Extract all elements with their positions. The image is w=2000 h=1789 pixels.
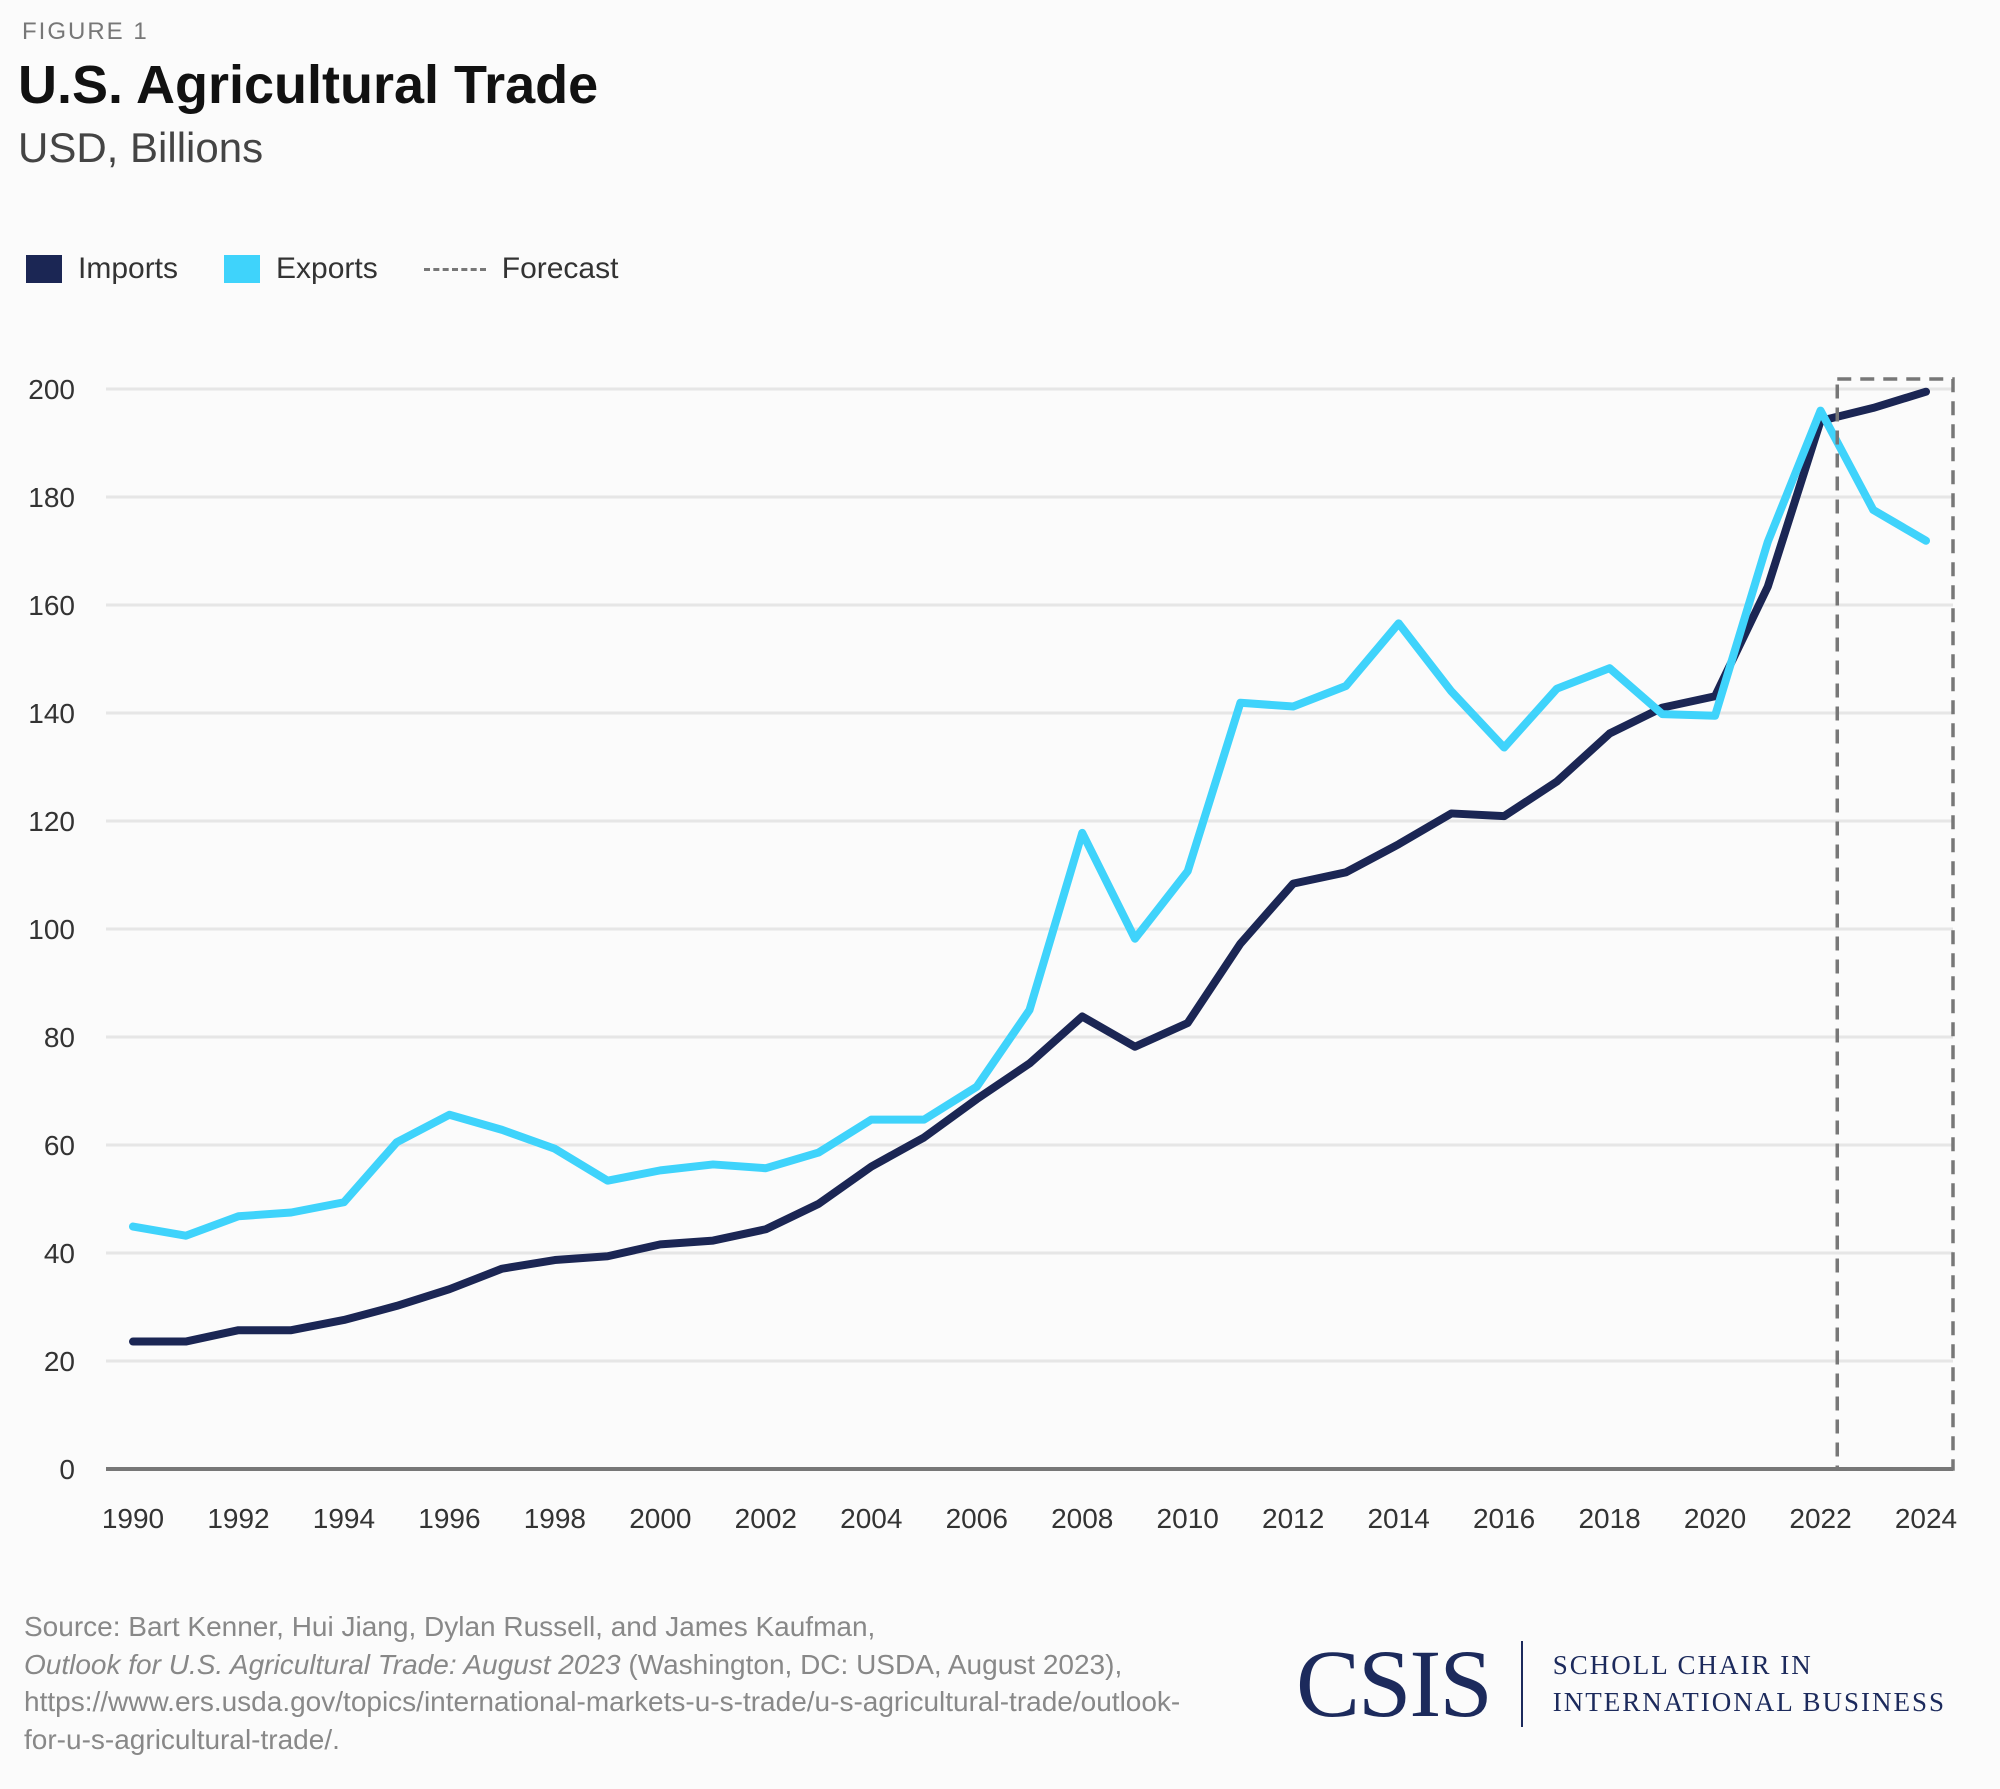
- line-chart: 0 20 40 60 80 100 120 140 160 180 200 1990 1992 1994 1…: [28, 374, 1957, 1534]
- x-tick-label: 2014: [1367, 1503, 1429, 1534]
- source-title: Outlook for U.S. Agricultural Trade: Aug…: [24, 1648, 621, 1680]
- legend: Imports Exports Forecast: [26, 252, 664, 286]
- legend-label: Forecast: [501, 252, 619, 285]
- x-tick-label: 2002: [735, 1503, 797, 1534]
- y-tick-label: 160: [28, 590, 75, 621]
- x-tick-label: 2020: [1684, 1503, 1746, 1534]
- x-tick-label: 2016: [1473, 1503, 1535, 1534]
- logo-line1: SCHOLL CHAIR IN: [1552, 1649, 1813, 1680]
- x-tick-label: 2000: [629, 1503, 691, 1534]
- forecast-swatch: [423, 267, 486, 271]
- y-tick-label: 60: [44, 1130, 75, 1161]
- x-tick-label: 2004: [840, 1503, 902, 1534]
- legend-label: Exports: [276, 252, 378, 285]
- legend-item-exports: Exports: [224, 252, 378, 286]
- y-tick-label: 40: [44, 1238, 75, 1269]
- source-prefix: Source: Bart Kenner, Hui Jiang, Dylan Ru…: [24, 1611, 876, 1642]
- y-tick-label: 120: [28, 806, 75, 837]
- logo-divider: [1520, 1640, 1523, 1727]
- legend-item-imports: Imports: [26, 252, 178, 286]
- imports-swatch: [26, 255, 62, 283]
- x-tick-label: 1992: [207, 1503, 269, 1534]
- chart-subtitle: USD, Billions: [18, 124, 264, 171]
- exports-swatch: [224, 255, 261, 283]
- x-tick-label: 2022: [1789, 1503, 1851, 1534]
- x-tick-label: 2018: [1578, 1503, 1640, 1534]
- legend-label: Imports: [78, 252, 179, 285]
- x-tick-label: 1990: [102, 1503, 164, 1534]
- x-tick-label: 2010: [1157, 1503, 1219, 1534]
- logo-line2: INTERNATIONAL BUSINESS: [1552, 1686, 1947, 1717]
- x-tick-label: 1994: [313, 1503, 375, 1534]
- y-tick-label: 20: [44, 1346, 75, 1377]
- y-tick-label: 140: [28, 698, 75, 729]
- legend-item-forecast: Forecast: [423, 252, 619, 286]
- x-tick-label: 1996: [418, 1503, 480, 1534]
- source-note: Source: Bart Kenner, Hui Jiang, Dylan Ru…: [24, 1608, 1204, 1758]
- x-tick-label: 2008: [1051, 1503, 1113, 1534]
- exports-line: [129, 406, 1930, 1240]
- forecast-box: [1835, 377, 1955, 1471]
- imports-line: [129, 387, 1930, 1346]
- y-tick-label: 100: [28, 914, 75, 945]
- y-tick-label: 180: [28, 482, 75, 513]
- x-tick-label: 2024: [1895, 1503, 1957, 1534]
- y-tick-label: 200: [28, 374, 75, 405]
- y-tick-label: 0: [59, 1454, 75, 1485]
- y-tick-label: 80: [44, 1022, 75, 1053]
- figure-label: FIGURE 1: [22, 18, 149, 45]
- logo-wordmark: CSIS: [1296, 1630, 1493, 1737]
- source-suffix: (Washington, DC: USDA, August 2023), htt…: [24, 1648, 1181, 1755]
- chart-title: U.S. Agricultural Trade: [18, 55, 599, 115]
- logo-chair: SCHOLL CHAIR IN INTERNATIONAL BUSINESS: [1553, 1647, 1946, 1721]
- csis-logo: CSIS SCHOLL CHAIR IN INTERNATIONAL BUSIN…: [1296, 1628, 1946, 1739]
- x-tick-label: 2012: [1262, 1503, 1324, 1534]
- x-tick-label: 1998: [524, 1503, 586, 1534]
- x-tick-label: 2006: [946, 1503, 1008, 1534]
